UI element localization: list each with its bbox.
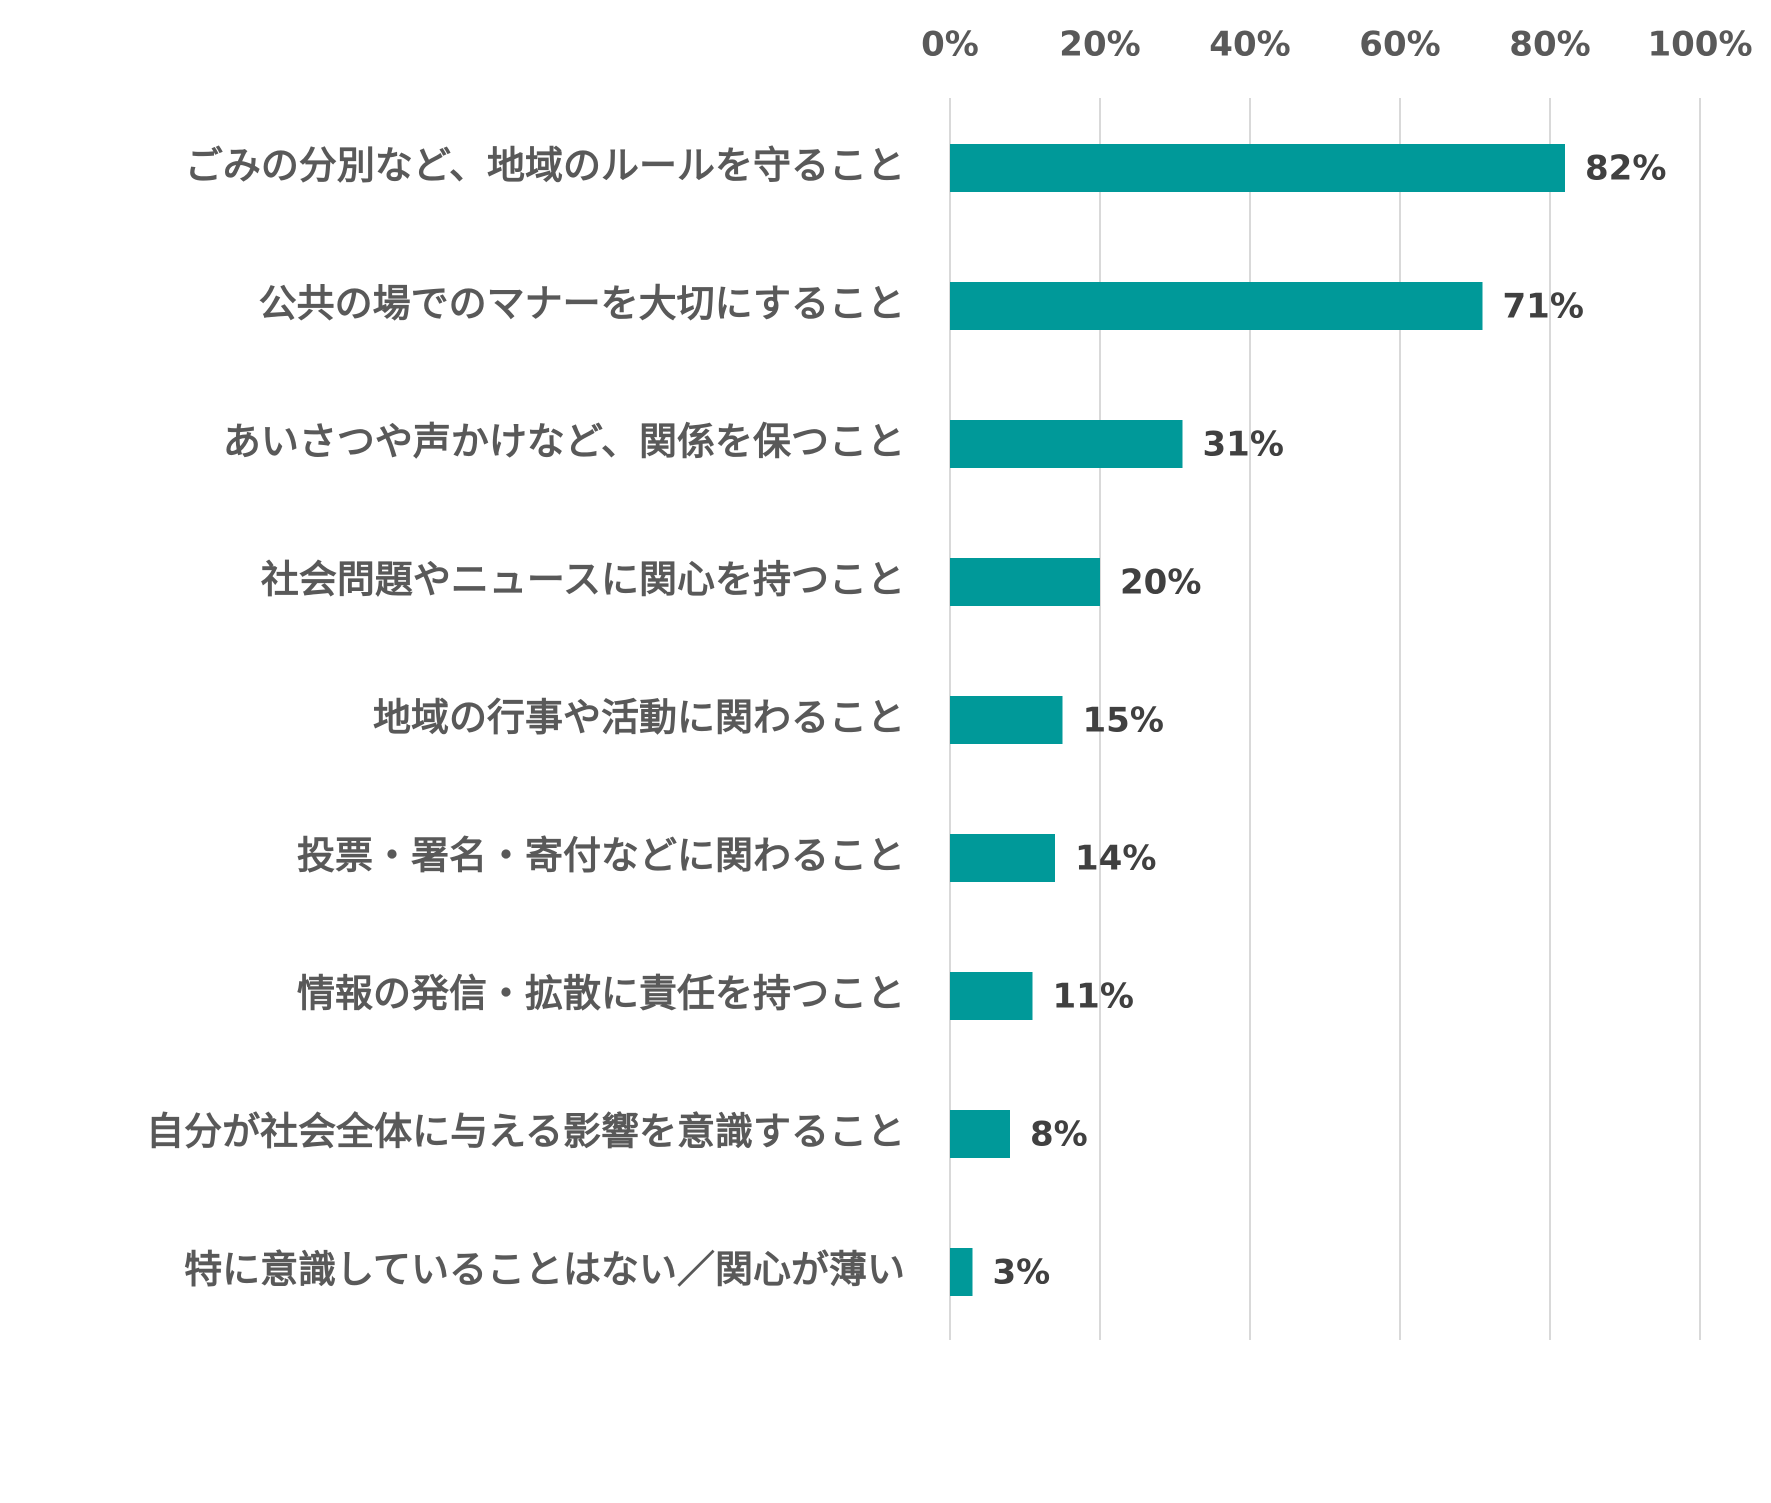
- data-label: 8%: [1030, 1115, 1088, 1155]
- bar: [950, 1248, 973, 1296]
- x-tick-label: 80%: [1509, 25, 1590, 65]
- category-label: 地域の行事や活動に関わること: [373, 696, 905, 740]
- data-label: 15%: [1083, 701, 1164, 741]
- category-label: ごみの分別など、地域のルールを守ること: [185, 144, 905, 188]
- bar: [950, 972, 1033, 1020]
- data-label: 31%: [1203, 425, 1284, 465]
- category-labels: ごみの分別など、地域のルールを守ること公共の場でのマナーを大切にすることあいさつ…: [146, 144, 905, 1292]
- category-label: 自分が社会全体に与える影響を意識すること: [146, 1110, 905, 1154]
- data-label: 3%: [993, 1253, 1051, 1293]
- x-tick-label: 60%: [1359, 25, 1440, 65]
- data-label: 14%: [1075, 839, 1156, 879]
- x-tick-label: 20%: [1059, 25, 1140, 65]
- category-label: 公共の場でのマナーを大切にすること: [259, 282, 905, 326]
- x-tick-label: 100%: [1647, 25, 1752, 65]
- data-label: 82%: [1585, 149, 1666, 189]
- category-label: 社会問題やニュースに関心を持つこと: [261, 558, 905, 602]
- bar: [950, 282, 1483, 330]
- bar: [950, 420, 1183, 468]
- bar: [950, 558, 1100, 606]
- bar: [950, 834, 1055, 882]
- x-tick-label: 40%: [1209, 25, 1290, 65]
- x-axis-tick-labels: 0% 20% 40% 60% 80% 100%: [921, 25, 1752, 65]
- category-label: 情報の発信・拡散に責任を持つこと: [297, 972, 905, 1016]
- category-label: 特に意識していることはない／関心が薄い: [184, 1248, 905, 1292]
- bar: [950, 696, 1063, 744]
- category-label: 投票・署名・寄付などに関わること: [297, 834, 905, 878]
- x-tick-label: 0%: [921, 25, 979, 65]
- bars: [950, 144, 1565, 1296]
- data-labels: 82% 71% 31% 20% 15% 14% 11% 8% 3%: [993, 149, 1667, 1293]
- data-label: 71%: [1503, 287, 1584, 327]
- data-label: 11%: [1053, 977, 1134, 1017]
- bar: [950, 144, 1565, 192]
- category-label: あいさつや声かけなど、関係を保つこと: [223, 420, 905, 464]
- bar: [950, 1110, 1010, 1158]
- data-label: 20%: [1120, 563, 1201, 603]
